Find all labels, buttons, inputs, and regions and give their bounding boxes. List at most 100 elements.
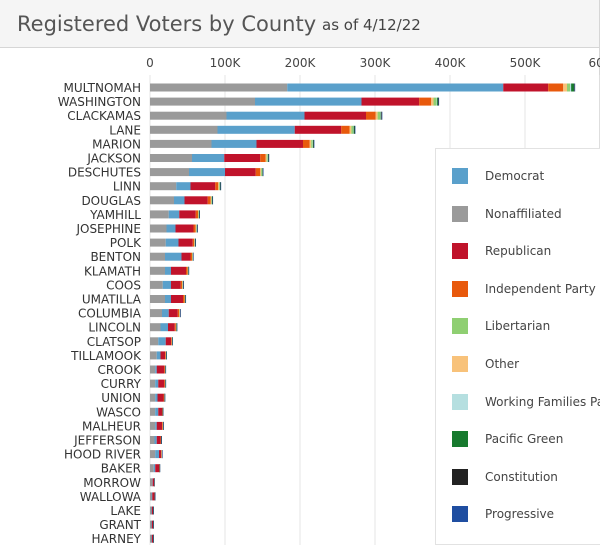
bar-segment <box>219 182 220 191</box>
bar-segment <box>261 168 263 177</box>
category-label: TILLAMOOK <box>70 349 142 363</box>
bar-segment <box>341 125 350 134</box>
legend-label: Nonaffiliated <box>485 206 562 221</box>
legend-label: Pacific Green <box>485 432 564 447</box>
bar-segment <box>304 111 366 120</box>
bar-segment <box>176 323 178 332</box>
category-label: BENTON <box>90 250 141 264</box>
bar-segment <box>381 111 382 120</box>
bar-segment <box>436 97 438 106</box>
bar-segment <box>155 393 158 402</box>
bar-segment <box>164 379 165 388</box>
bar-segment <box>180 280 183 289</box>
category-label: JACKSON <box>86 152 141 166</box>
bar-segment <box>150 168 189 177</box>
bar-segment <box>159 464 160 473</box>
bar-segment <box>377 111 381 120</box>
category-label: WASHINGTON <box>58 95 141 109</box>
category-label: UNION <box>101 391 141 405</box>
bar-segment <box>195 224 197 233</box>
bar-segment <box>189 168 225 177</box>
bar-segment <box>268 154 269 162</box>
category-label: COOS <box>106 278 141 292</box>
bar-segment <box>156 436 161 444</box>
bar-segment <box>294 125 342 134</box>
bar-segment <box>192 252 193 261</box>
category-label: MORROW <box>83 476 141 490</box>
bar-segment <box>225 168 256 177</box>
category-label: WASCO <box>96 405 141 419</box>
category-label: LANE <box>109 123 141 137</box>
category-label: CROOK <box>98 363 143 377</box>
legend-swatch <box>452 205 468 222</box>
bar-segment <box>174 323 176 332</box>
bar-segment <box>185 295 187 303</box>
bar-segment <box>150 309 162 318</box>
bar-segment <box>313 139 314 148</box>
legend-label: Progressive <box>485 507 555 522</box>
bar-segment <box>212 196 213 205</box>
bar-segment <box>152 478 155 487</box>
bar-segment <box>161 436 162 444</box>
bar-segment <box>180 309 181 318</box>
bar-segment <box>198 210 199 219</box>
legend-swatch <box>452 318 468 335</box>
bar-segment <box>150 196 174 205</box>
bar-segment <box>160 323 168 332</box>
bar-segment <box>150 351 157 360</box>
bar-segment <box>313 139 315 148</box>
bar-segment <box>215 182 219 191</box>
bar-segment <box>211 196 213 205</box>
bar-segment <box>182 280 183 289</box>
bar-segment <box>150 111 227 120</box>
x-tick-label: 400K <box>435 56 467 70</box>
legend-label: Constitution <box>485 469 558 484</box>
bar-segment <box>150 224 167 233</box>
bar-segment <box>380 111 381 120</box>
bar-segment <box>150 534 152 543</box>
legend-label: Working Families Par <box>485 394 600 409</box>
bar-segment <box>267 154 269 162</box>
legend-swatch <box>452 168 468 184</box>
bar-segment <box>220 182 222 191</box>
bar-segment <box>260 154 266 162</box>
bar-segment <box>165 365 167 374</box>
bar-segment <box>224 154 261 162</box>
bar-segment <box>354 125 356 134</box>
bar-segment <box>303 139 310 148</box>
bar-segment <box>156 351 161 360</box>
bar-segment <box>313 139 314 148</box>
bar-segment <box>159 450 162 459</box>
bar-segment <box>155 450 159 459</box>
bar-segment <box>165 351 166 360</box>
bar-segment <box>255 97 362 106</box>
bar-segment <box>158 407 162 416</box>
bar-segment <box>380 111 382 120</box>
bar-segment <box>431 97 434 106</box>
bar-segment <box>165 266 171 275</box>
bar-segment <box>195 238 196 247</box>
as-of-date: as of 4/12/22 <box>322 16 421 34</box>
bar-segment <box>287 83 504 92</box>
bar-segment <box>361 97 420 106</box>
bar-segment <box>188 266 190 275</box>
category-label: DOUGLAS <box>81 194 141 208</box>
bar-segment <box>193 252 194 261</box>
bar-segment <box>226 111 305 120</box>
category-label: MARION <box>92 137 141 151</box>
category-label: LAKE <box>110 504 141 518</box>
bar-segment <box>349 125 352 134</box>
bar-segment <box>150 252 165 261</box>
bar-segment <box>165 238 179 247</box>
bar-segment <box>184 196 208 205</box>
bar-segment <box>159 464 161 473</box>
bar-segment <box>375 111 378 120</box>
bar-segment <box>150 436 155 444</box>
bar-segment <box>171 295 183 303</box>
category-label: CLATSOP <box>87 335 141 349</box>
bar-segment <box>164 365 165 374</box>
bar-segment <box>150 266 165 275</box>
bar-segment <box>150 210 169 219</box>
bar-segment <box>152 478 153 487</box>
bar-segment <box>151 506 152 515</box>
